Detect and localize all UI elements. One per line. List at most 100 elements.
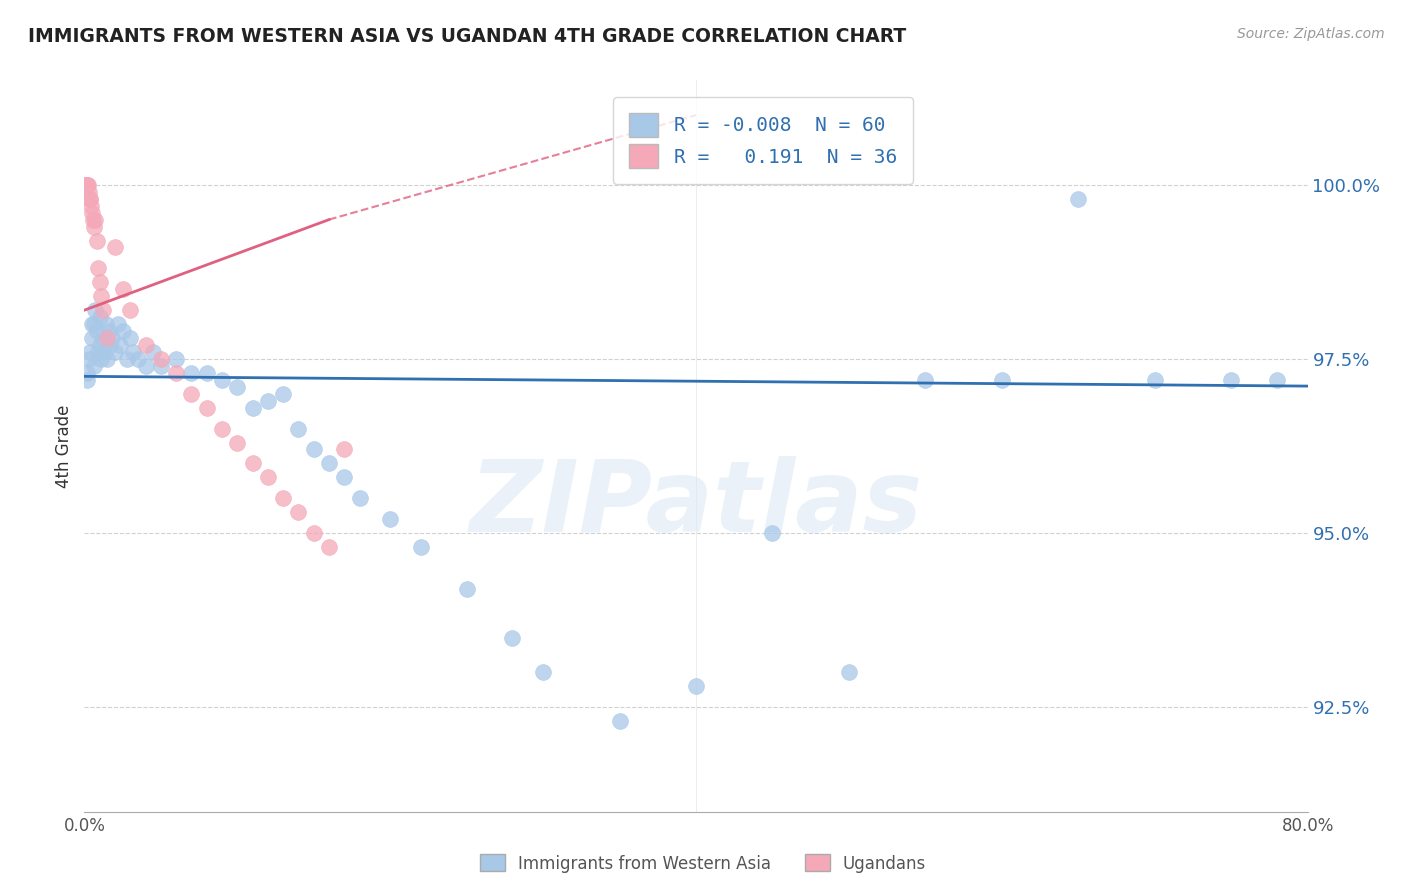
Point bbox=[149, 351, 172, 366]
Point bbox=[107, 317, 129, 331]
Point bbox=[242, 457, 264, 471]
Point bbox=[242, 401, 264, 415]
Point bbox=[165, 366, 187, 380]
Text: IMMIGRANTS FROM WESTERN ASIA VS UGANDAN 4TH GRADE CORRELATION CHART: IMMIGRANTS FROM WESTERN ASIA VS UGANDAN … bbox=[28, 27, 907, 45]
Point bbox=[77, 178, 100, 192]
Point bbox=[271, 386, 294, 401]
Point bbox=[104, 240, 127, 254]
Legend: R = -0.008  N = 60, R =   0.191  N = 36: R = -0.008 N = 60, R = 0.191 N = 36 bbox=[613, 97, 912, 184]
Y-axis label: 4th Grade: 4th Grade bbox=[55, 404, 73, 488]
Point bbox=[135, 359, 157, 373]
Point bbox=[333, 442, 356, 457]
Point bbox=[180, 386, 202, 401]
Point bbox=[86, 234, 108, 248]
Point bbox=[349, 491, 371, 506]
Point bbox=[838, 665, 860, 680]
Point bbox=[380, 512, 402, 526]
Point bbox=[84, 212, 107, 227]
Point bbox=[135, 338, 157, 352]
Point bbox=[211, 373, 233, 387]
Point bbox=[77, 351, 100, 366]
Point bbox=[87, 261, 110, 276]
Point bbox=[685, 679, 707, 693]
Point bbox=[211, 421, 233, 435]
Point bbox=[87, 345, 110, 359]
Point bbox=[991, 373, 1014, 387]
Point bbox=[111, 324, 134, 338]
Point bbox=[75, 178, 97, 192]
Point bbox=[165, 351, 187, 366]
Point bbox=[101, 331, 124, 345]
Point bbox=[180, 366, 202, 380]
Point bbox=[333, 470, 356, 484]
Point bbox=[914, 373, 936, 387]
Text: Source: ZipAtlas.com: Source: ZipAtlas.com bbox=[1237, 27, 1385, 41]
Point bbox=[127, 351, 149, 366]
Point bbox=[120, 331, 142, 345]
Point bbox=[111, 282, 134, 296]
Point bbox=[75, 178, 97, 192]
Point bbox=[287, 505, 309, 519]
Point bbox=[90, 351, 112, 366]
Point bbox=[91, 331, 114, 345]
Point bbox=[195, 366, 218, 380]
Point bbox=[89, 338, 111, 352]
Point bbox=[257, 393, 280, 408]
Point bbox=[1143, 373, 1166, 387]
Point bbox=[82, 212, 104, 227]
Point bbox=[257, 470, 280, 484]
Point bbox=[271, 491, 294, 506]
Point bbox=[115, 351, 138, 366]
Point bbox=[195, 401, 218, 415]
Point bbox=[96, 351, 118, 366]
Point bbox=[97, 324, 120, 338]
Point bbox=[409, 540, 432, 554]
Text: ZIPatlas: ZIPatlas bbox=[470, 456, 922, 553]
Point bbox=[76, 366, 98, 380]
Point bbox=[456, 582, 478, 596]
Point bbox=[142, 345, 165, 359]
Point bbox=[84, 303, 107, 318]
Point bbox=[302, 526, 325, 541]
Point bbox=[79, 192, 101, 206]
Point bbox=[89, 275, 111, 289]
Point bbox=[77, 185, 100, 199]
Point bbox=[94, 317, 117, 331]
Point bbox=[86, 324, 108, 338]
Point bbox=[80, 205, 103, 219]
Point bbox=[80, 317, 103, 331]
Point bbox=[226, 435, 249, 450]
Point bbox=[122, 345, 145, 359]
Point bbox=[83, 219, 105, 234]
Point bbox=[108, 338, 131, 352]
Point bbox=[80, 331, 103, 345]
Point bbox=[226, 380, 249, 394]
Point bbox=[318, 457, 340, 471]
Point bbox=[302, 442, 325, 457]
Point bbox=[80, 199, 103, 213]
Point bbox=[76, 178, 98, 192]
Point bbox=[91, 303, 114, 318]
Point bbox=[83, 317, 105, 331]
Point bbox=[79, 345, 101, 359]
Point bbox=[502, 631, 524, 645]
Point bbox=[76, 178, 98, 192]
Point bbox=[98, 338, 121, 352]
Point bbox=[1067, 192, 1090, 206]
Point bbox=[120, 303, 142, 318]
Legend: Immigrants from Western Asia, Ugandans: Immigrants from Western Asia, Ugandans bbox=[474, 847, 932, 880]
Point bbox=[104, 345, 127, 359]
Point bbox=[93, 345, 115, 359]
Point bbox=[318, 540, 340, 554]
Point bbox=[761, 526, 783, 541]
Point bbox=[609, 714, 631, 728]
Point bbox=[531, 665, 554, 680]
Point bbox=[83, 359, 105, 373]
Point bbox=[287, 421, 309, 435]
Point bbox=[90, 289, 112, 303]
Point bbox=[1220, 373, 1243, 387]
Point bbox=[89, 310, 111, 325]
Point bbox=[79, 192, 101, 206]
Point bbox=[76, 373, 98, 387]
Point bbox=[1265, 373, 1288, 387]
